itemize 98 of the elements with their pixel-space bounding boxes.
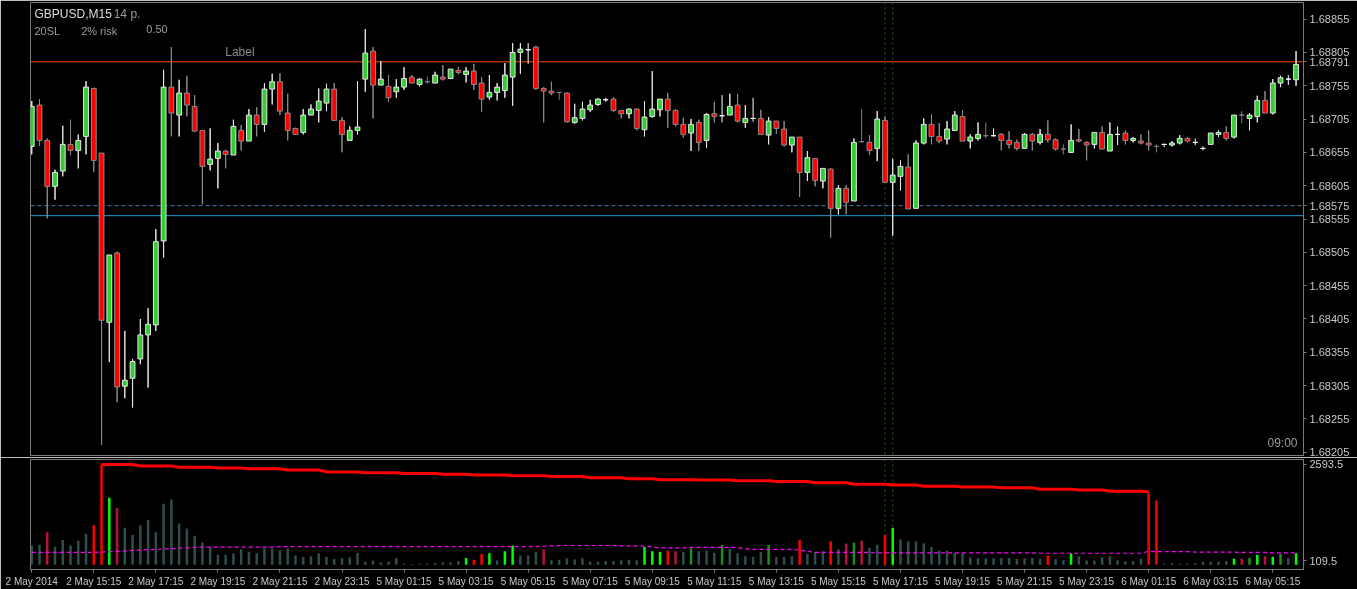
- x-tick-label: 5 May 19:15: [935, 575, 991, 587]
- x-tick-label: 2 May 17:15: [128, 575, 184, 587]
- bar: [604, 560, 607, 565]
- bar: [1248, 557, 1251, 565]
- bar: [682, 552, 685, 565]
- x-tick-label: 6 May 05:15: [1245, 575, 1301, 587]
- x-tick-label: 2 May 2014: [5, 575, 59, 587]
- bar: [1279, 554, 1282, 565]
- y-tick-label: 2593.5: [1309, 458, 1344, 471]
- bar: [1217, 561, 1220, 565]
- bar: [193, 535, 196, 565]
- bar: [581, 558, 584, 565]
- bar: [170, 499, 173, 565]
- x-tick-label: 2 May 23:15: [314, 575, 370, 587]
- x-tick-label: 5 May 23:15: [1059, 575, 1115, 587]
- bar: [325, 557, 328, 565]
- bar: [736, 553, 739, 565]
- bar: [139, 525, 142, 565]
- x-tick-label: 5 May 21:15: [997, 575, 1053, 587]
- bar: [969, 557, 972, 565]
- bar: [294, 555, 297, 565]
- bar: [1085, 560, 1088, 565]
- bar: [930, 547, 933, 565]
- bar: [356, 552, 359, 565]
- bar: [775, 557, 778, 565]
- bar: [992, 558, 995, 565]
- bar: [806, 554, 809, 565]
- bar: [573, 559, 576, 565]
- bar: [1116, 560, 1119, 565]
- bar: [643, 547, 646, 565]
- x-tick-label: 5 May 17:15: [872, 575, 929, 587]
- bar: [38, 544, 41, 565]
- bar: [457, 560, 460, 565]
- x-tick-label: 2 May 19:15: [190, 575, 246, 587]
- bar: [744, 556, 747, 565]
- bar: [550, 560, 553, 565]
- bar: [69, 545, 72, 565]
- bar: [286, 548, 289, 565]
- line-series: [31, 544, 1297, 554]
- bar: [387, 561, 390, 565]
- bar: [1054, 559, 1057, 565]
- bar: [1062, 560, 1065, 565]
- bar: [767, 545, 770, 565]
- bar: [868, 547, 871, 565]
- bar: [922, 543, 925, 565]
- bar: [519, 555, 522, 565]
- bar: [713, 552, 716, 565]
- x-tick-label: 5 May 03:15: [438, 575, 495, 587]
- bar: [131, 535, 134, 565]
- x-tick-label: 2 May 15:15: [66, 575, 122, 587]
- x-tick-label: 5 May 05:15: [500, 575, 557, 587]
- bar: [77, 540, 80, 565]
- bar: [860, 540, 863, 565]
- bar: [263, 548, 266, 565]
- bar: [1031, 557, 1034, 565]
- x-tick-label: 5 May 15:15: [810, 575, 867, 587]
- bar: [961, 552, 964, 565]
- bar: [488, 553, 491, 565]
- bar: [651, 551, 654, 565]
- candlestick: [30, 100, 35, 155]
- x-tick-label: 2 May 21:15: [252, 575, 308, 587]
- bar: [1209, 561, 1212, 565]
- x-tick-label: 5 May 09:15: [624, 575, 681, 587]
- bar: [1000, 557, 1003, 565]
- bar: [449, 562, 452, 565]
- bar: [108, 497, 111, 565]
- bar: [1023, 558, 1026, 565]
- bar: [1287, 558, 1290, 565]
- bar: [364, 561, 367, 565]
- bar: [542, 549, 545, 565]
- x-tick-label: 5 May 01:15: [376, 575, 433, 587]
- y-tick-label: 1.68205: [1309, 446, 1350, 459]
- x-tick-label: 6 May 03:15: [1183, 575, 1239, 587]
- bar: [317, 553, 320, 565]
- bar: [1124, 561, 1127, 565]
- bar: [1256, 554, 1259, 565]
- bar: [395, 557, 398, 565]
- bar: [480, 554, 483, 565]
- bar: [705, 550, 708, 565]
- x-tick-label: 6 May 01:15: [1121, 575, 1177, 587]
- x-tick-label: 5 May 11:15: [687, 575, 742, 587]
- bar: [829, 541, 832, 565]
- bar: [224, 554, 227, 565]
- bar: [232, 553, 235, 565]
- bar: [798, 540, 801, 565]
- bar: [612, 560, 615, 565]
- x-tick-label: 5 May 07:15: [562, 575, 619, 587]
- bar: [162, 503, 165, 565]
- bar: [511, 545, 514, 565]
- bar: [255, 553, 258, 565]
- x-tick-label: 5 May 13:15: [748, 575, 805, 587]
- bar: [1093, 560, 1096, 565]
- y-tick-label: 109.5: [1309, 554, 1338, 567]
- bar: [201, 542, 204, 565]
- bar: [899, 539, 902, 565]
- bar: [837, 549, 840, 565]
- bar: [1155, 500, 1158, 565]
- bar: [674, 551, 677, 565]
